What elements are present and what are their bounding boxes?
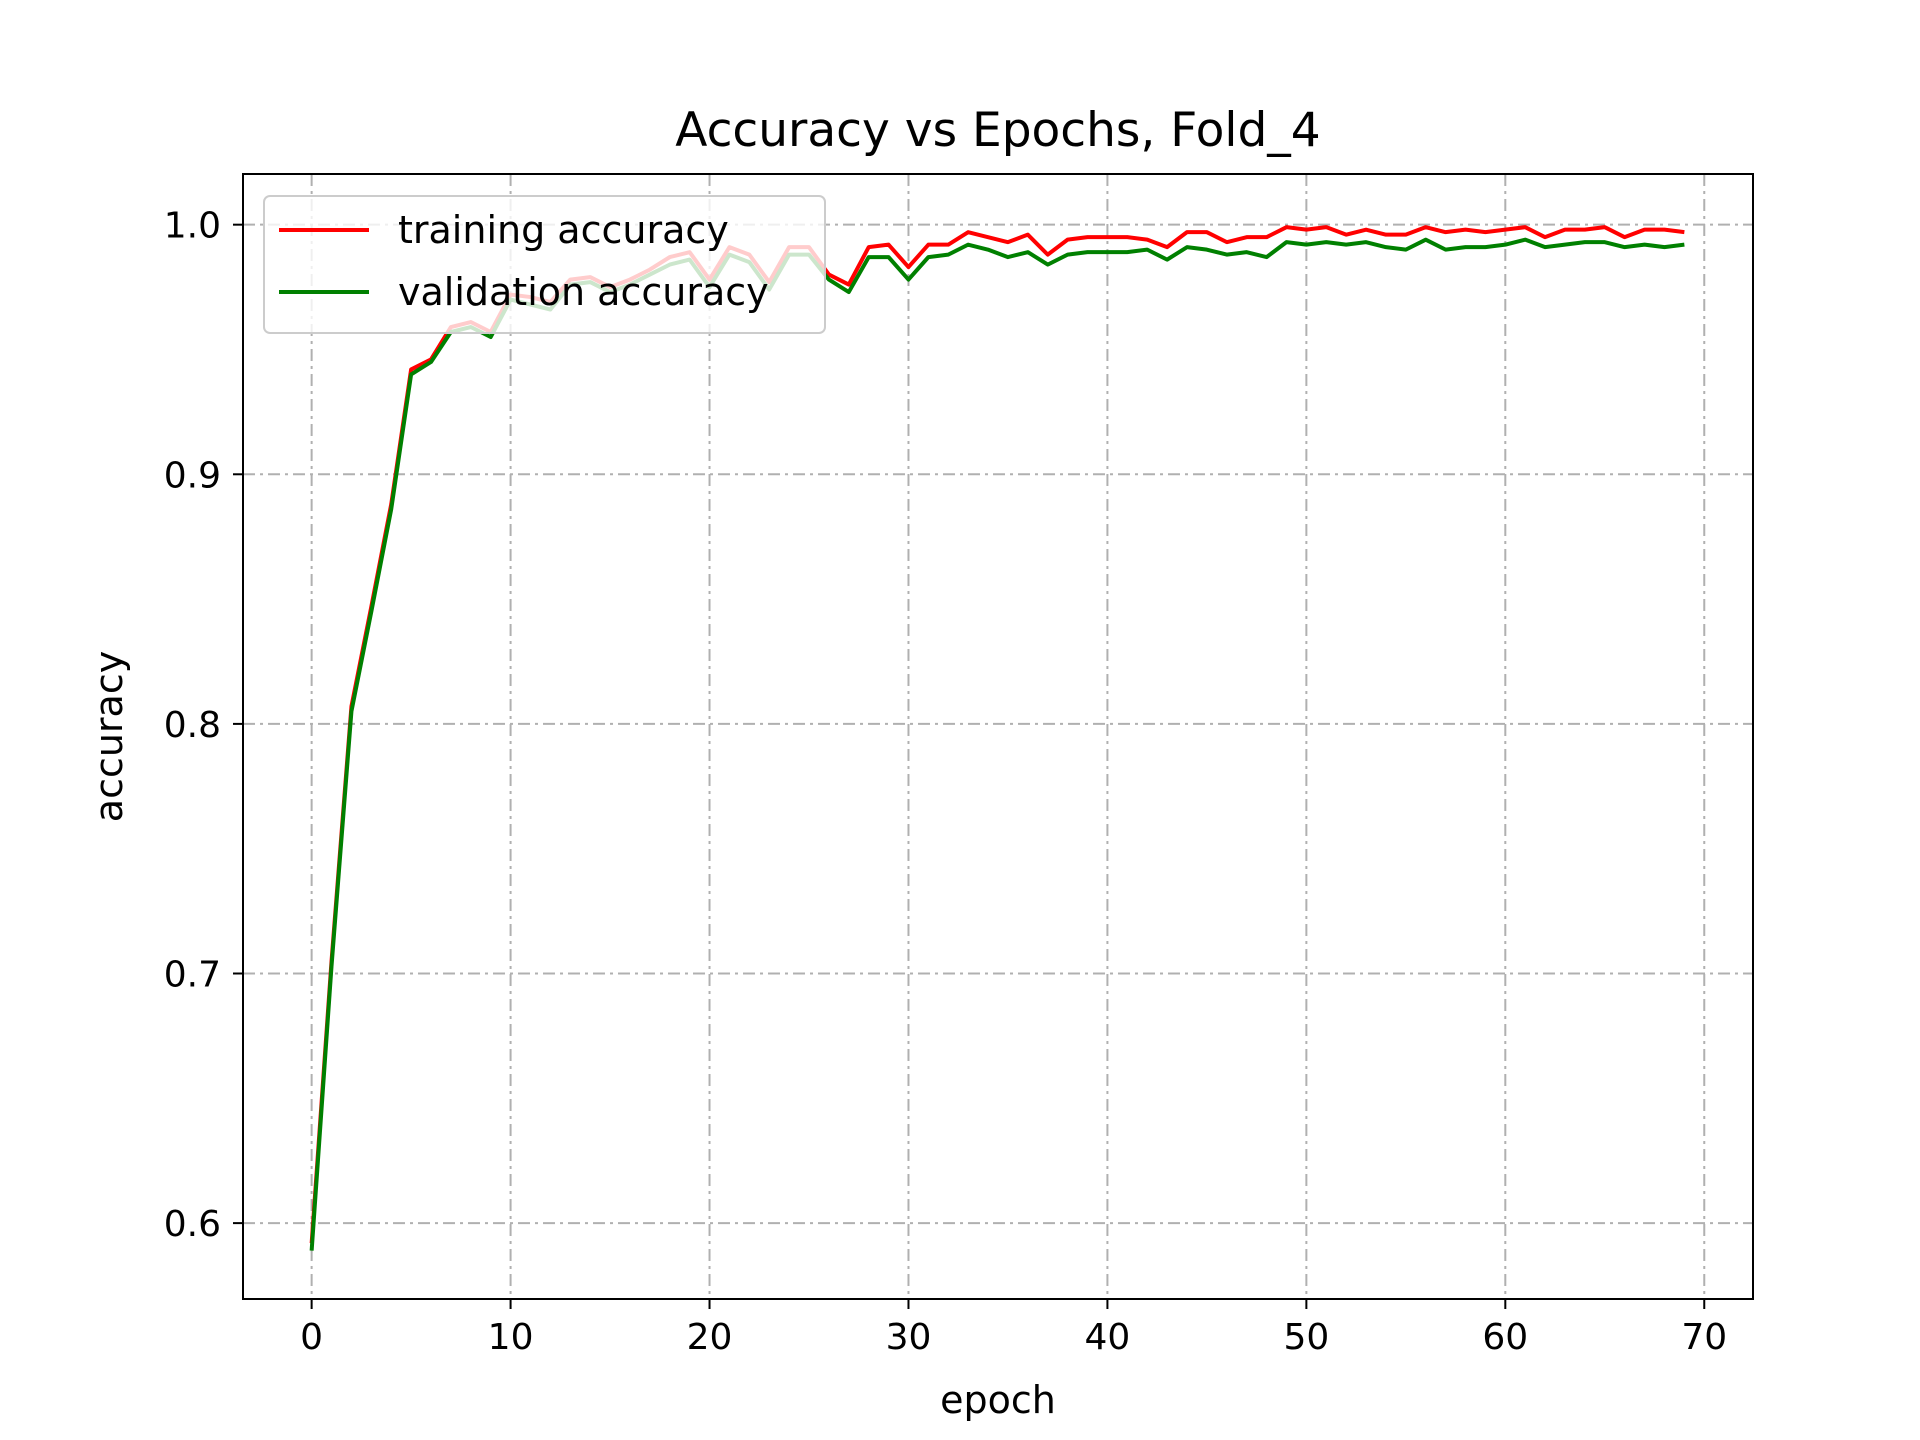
plot-frame (242, 173, 1754, 1300)
x-tick-label: 50 (1283, 1317, 1329, 1358)
legend-box (263, 195, 826, 334)
y-tick-label: 0.9 (164, 455, 221, 496)
y-tick-label: 0.6 (164, 1204, 221, 1245)
chart-title: Accuracy vs Epochs, Fold_4 (675, 103, 1320, 158)
x-tick-label: 0 (300, 1317, 323, 1358)
x-axis-label: epoch (940, 1378, 1056, 1422)
y-tick-label: 0.7 (164, 955, 221, 996)
y-tick-label: 0.8 (164, 705, 221, 746)
ticks-layer: 0 10 20 30 40 50 60 70 0.6 0.7 0.8 0.9 1.0 (164, 206, 1727, 1358)
legend-label-training: training accuracy (398, 208, 729, 252)
x-tick-label: 70 (1681, 1317, 1727, 1358)
grid-layer (243, 174, 1753, 1299)
legend-label-validation: validation accuracy (398, 270, 769, 314)
x-tick-label: 20 (687, 1317, 733, 1358)
legend: training accuracy validation accuracy (263, 195, 826, 334)
y-tick-label: 1.0 (164, 206, 221, 247)
x-tick-label: 30 (886, 1317, 932, 1358)
y-axis-label: accuracy (87, 651, 131, 822)
x-tick-label: 10 (488, 1317, 534, 1358)
x-tick-label: 40 (1085, 1317, 1131, 1358)
x-tick-label: 60 (1482, 1317, 1528, 1358)
